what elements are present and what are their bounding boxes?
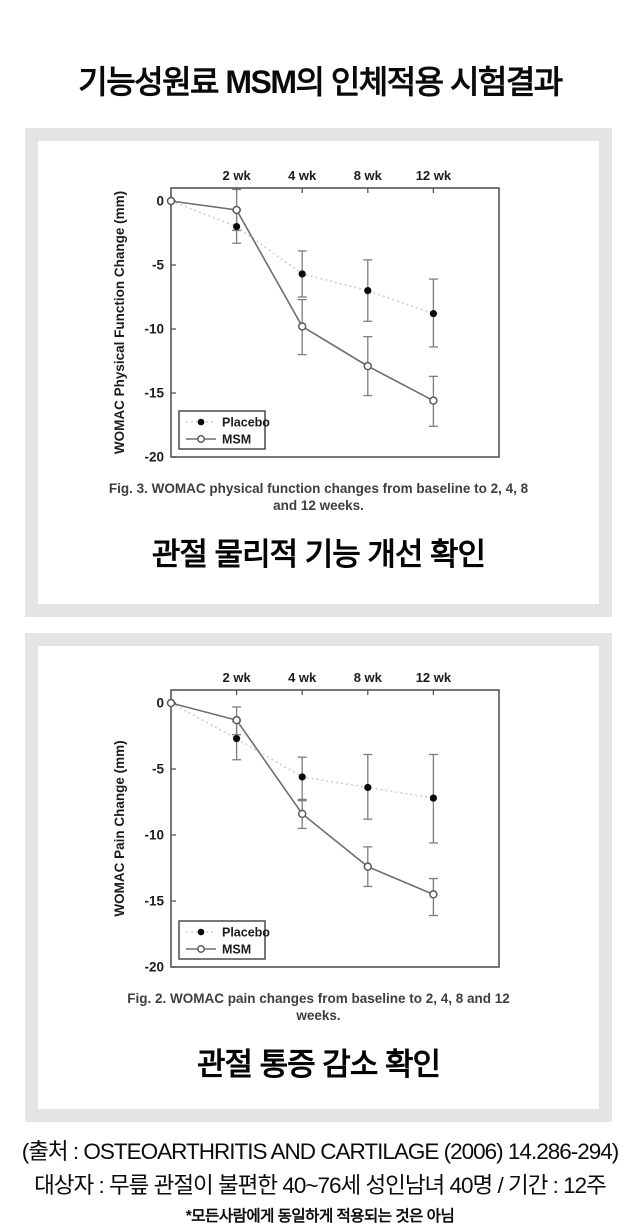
svg-text:-15: -15 — [144, 894, 164, 909]
svg-text:0: 0 — [156, 696, 164, 711]
svg-text:8 wk: 8 wk — [353, 168, 382, 183]
fig-caption-line2: and 12 weeks. — [273, 498, 364, 513]
fig-caption-line1: Fig. 3. WOMAC physical function changes … — [108, 481, 529, 496]
svg-text:4 wk: 4 wk — [288, 670, 317, 685]
svg-text:2 wk: 2 wk — [222, 168, 251, 183]
physical-function-chart-wrap: 2 wk 4 wk 8 wk 12 wk 0 -5 -10 -15 -20 WOMAC Physi… — [38, 158, 599, 478]
fig-caption-line1: Fig. 2. WOMAC pain changes from baseline… — [127, 991, 510, 1006]
svg-text:12 wk: 12 wk — [415, 670, 451, 685]
svg-text:MSM: MSM — [222, 433, 251, 447]
svg-text:-20: -20 — [144, 960, 164, 975]
page-title: 기능성원료 MSM의 인체적용 시험결과 — [78, 64, 563, 100]
pain-result-title: 관절 통증 감소 확인 — [197, 1047, 441, 1082]
svg-text:0: 0 — [156, 194, 164, 209]
svg-text:WOMAC Physical Function Change: WOMAC Physical Function Change (mm) — [112, 191, 127, 454]
womac-physical-function-chart: 2 wk 4 wk 8 wk 12 wk 0 -5 -10 -15 -20 WOMAC Physi… — [112, 168, 500, 465]
womac-pain-chart: 2 wk 4 wk 8 wk 12 wk 0 -5 -10 -15 -20 WOMAC Pain … — [112, 670, 500, 975]
svg-text:-10: -10 — [144, 828, 164, 843]
svg-text:8 wk: 8 wk — [353, 670, 382, 685]
svg-text:12 wk: 12 wk — [415, 168, 451, 183]
svg-text:-5: -5 — [151, 762, 163, 777]
svg-text:Placebo: Placebo — [222, 416, 270, 430]
disclaimer-line: *모든사람에게 동일하게 적용되는 것은 아님 — [185, 1208, 455, 1225]
svg-text:4 wk: 4 wk — [288, 168, 317, 183]
svg-text:-20: -20 — [144, 450, 164, 465]
source-line: (출처 : OSTEOARTHRITIS AND CARTILAGE (2006… — [21, 1139, 620, 1164]
physical-function-fig-caption: Fig. 3. WOMAC physical function changes … — [89, 480, 549, 514]
physical-function-card: 2 wk 4 wk 8 wk 12 wk 0 -5 -10 -15 -20 WOMAC Physi… — [25, 128, 612, 617]
subjects-line: 대상자 : 무릎 관절이 불편한 40~76세 성인남녀 40명 / 기간 : … — [34, 1173, 607, 1198]
physical-function-result-title: 관절 물리적 기능 개선 확인 — [151, 537, 486, 572]
svg-text:-5: -5 — [151, 258, 163, 273]
pain-chart-wrap: 2 wk 4 wk 8 wk 12 wk 0 -5 -10 -15 -20 WOMAC Pain … — [38, 660, 599, 988]
svg-text:WOMAC Pain Change (mm): WOMAC Pain Change (mm) — [112, 740, 127, 916]
pain-fig-caption: Fig. 2. WOMAC pain changes from baseline… — [89, 990, 549, 1024]
svg-text:-15: -15 — [144, 386, 164, 401]
svg-text:-10: -10 — [144, 322, 164, 337]
footer: (출처 : OSTEOARTHRITIS AND CARTILAGE (2006… — [0, 1135, 640, 1226]
svg-text:Placebo: Placebo — [222, 926, 270, 940]
fig-caption-line2: weeks. — [296, 1008, 341, 1023]
svg-text:MSM: MSM — [222, 943, 251, 957]
svg-text:2 wk: 2 wk — [222, 670, 251, 685]
pain-card: 2 wk 4 wk 8 wk 12 wk 0 -5 -10 -15 -20 WOMAC Pain … — [25, 633, 612, 1122]
